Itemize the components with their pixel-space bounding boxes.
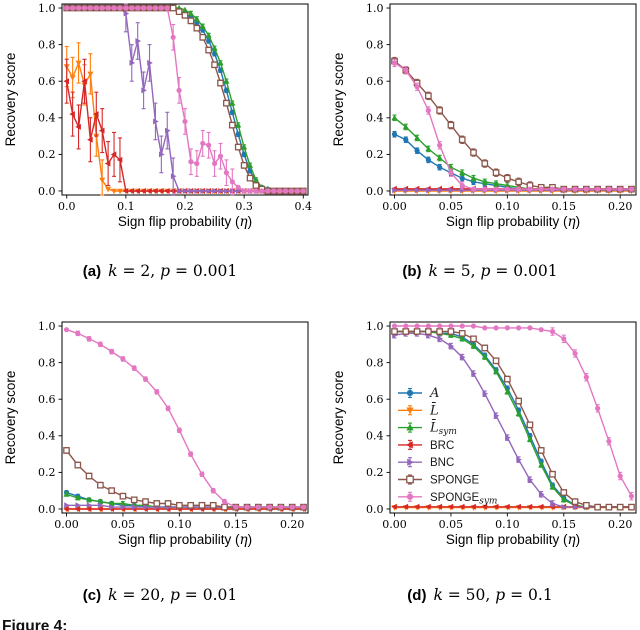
svg-text:0.0: 0.0 bbox=[366, 185, 384, 198]
svg-text:1.0: 1.0 bbox=[38, 320, 56, 333]
svg-text:0.0: 0.0 bbox=[366, 503, 384, 516]
subplot-a: 0.0 0.1 0.2 0.3 0.4 0.0 0.2 0.4 0.6 0.8 1.0 Sign fl… bbox=[0, 0, 320, 280]
svg-text:0.4: 0.4 bbox=[38, 430, 56, 443]
svg-text:0.15: 0.15 bbox=[552, 518, 577, 531]
svg-text:0.1: 0.1 bbox=[117, 200, 135, 213]
series-A-b bbox=[391, 130, 635, 192]
subplot-d-label: (d) bbox=[407, 587, 427, 604]
subplot-d-params: k = 50, p = 0.1 bbox=[433, 586, 553, 604]
svg-text:0.2: 0.2 bbox=[176, 200, 194, 213]
axes-b: 0.00 0.05 0.10 0.15 0.20 0.0 0.2 0.4 0.6 0.8 1.0 bbox=[366, 2, 637, 213]
svg-text:0.10: 0.10 bbox=[495, 518, 520, 531]
svg-text:0.00: 0.00 bbox=[54, 518, 79, 531]
subplot-d-chart: 0.00 0.05 0.10 0.15 0.20 0.0 0.2 0.4 0.6 0.8 1.0 Si… bbox=[331, 320, 637, 548]
svg-text:0.20: 0.20 bbox=[608, 200, 633, 213]
svg-text:0.8: 0.8 bbox=[366, 38, 384, 51]
svg-text:0.05: 0.05 bbox=[439, 200, 464, 213]
svg-text:0.4: 0.4 bbox=[38, 112, 56, 125]
legend-label-L-bar: L̄ bbox=[429, 402, 439, 418]
svg-text:1.0: 1.0 bbox=[38, 2, 56, 15]
series-SPONGE-d bbox=[391, 328, 635, 511]
svg-text:0.05: 0.05 bbox=[111, 518, 136, 531]
legend-label-SPONGE: SPONGE bbox=[430, 475, 480, 487]
subplot-c-params: k = 20, p = 0.01 bbox=[108, 586, 238, 604]
svg-text:1.0: 1.0 bbox=[366, 320, 384, 333]
legend-label-A: A bbox=[429, 386, 439, 401]
svg-text:0.00: 0.00 bbox=[382, 200, 407, 213]
subplot-b-chart: 0.00 0.05 0.10 0.15 0.20 0.0 0.2 0.4 0.6 0.8 1.0 Si… bbox=[331, 2, 637, 230]
svg-text:0.6: 0.6 bbox=[366, 75, 384, 88]
svg-text:0.8: 0.8 bbox=[38, 356, 56, 369]
subplot-d-caption: (d) k = 50, p = 0.1 bbox=[320, 586, 640, 604]
series-A-d bbox=[391, 328, 635, 510]
svg-text:0.15: 0.15 bbox=[552, 200, 577, 213]
y-axis-label-d: Recovery score bbox=[331, 371, 346, 465]
svg-text:0.20: 0.20 bbox=[280, 518, 305, 531]
series-BNC-d bbox=[392, 330, 635, 511]
series-SPONGE-b bbox=[391, 56, 635, 193]
svg-text:0.2: 0.2 bbox=[38, 148, 56, 161]
axes-d: 0.00 0.05 0.10 0.15 0.20 0.0 0.2 0.4 0.6 0.8 1.0 bbox=[366, 320, 637, 531]
x-axis-label-d: Sign flip probability (η) bbox=[446, 532, 580, 548]
series-L-bar-sym-d bbox=[391, 328, 635, 510]
series-SPONGE-sym-a bbox=[64, 5, 306, 196]
clipped-figure-caption: Figure 4: bbox=[2, 618, 68, 630]
svg-text:0.4: 0.4 bbox=[295, 200, 313, 213]
svg-text:0.10: 0.10 bbox=[167, 518, 192, 531]
y-axis-label-c: Recovery score bbox=[3, 371, 18, 465]
svg-text:0.4: 0.4 bbox=[366, 430, 384, 443]
subplot-c-chart: 0.00 0.05 0.10 0.15 0.20 0.0 0.2 0.4 0.6 0.8 1.0 Si… bbox=[3, 320, 309, 548]
svg-text:0.2: 0.2 bbox=[366, 148, 384, 161]
legend-label-L-bar-sym: L̄sym bbox=[429, 419, 457, 437]
svg-text:0.0: 0.0 bbox=[38, 185, 56, 198]
svg-text:0.8: 0.8 bbox=[38, 38, 56, 51]
subplot-c-label: (c) bbox=[82, 587, 102, 604]
svg-text:0.00: 0.00 bbox=[382, 518, 407, 531]
series-SPONGE-sym-d bbox=[391, 323, 635, 501]
svg-text:0.8: 0.8 bbox=[366, 356, 384, 369]
x-axis-label-b: Sign flip probability (η) bbox=[446, 214, 580, 230]
svg-text:0.6: 0.6 bbox=[38, 75, 56, 88]
subplot-a-params: k = 2, p = 0.001 bbox=[108, 262, 238, 280]
svg-text:0.10: 0.10 bbox=[495, 200, 520, 213]
subplot-c: 0.00 0.05 0.10 0.15 0.20 0.0 0.2 0.4 0.6 0.8 1.0 Si… bbox=[0, 308, 320, 604]
subplot-b: 0.00 0.05 0.10 0.15 0.20 0.0 0.2 0.4 0.6 0.8 1.0 Si… bbox=[320, 0, 640, 280]
legend-label-BNC: BNC bbox=[430, 457, 454, 469]
subplot-b-params: k = 5, p = 0.001 bbox=[428, 262, 558, 280]
svg-text:0.2: 0.2 bbox=[366, 466, 384, 479]
svg-text:0.3: 0.3 bbox=[235, 200, 253, 213]
svg-text:0.05: 0.05 bbox=[439, 518, 464, 531]
svg-text:0.20: 0.20 bbox=[608, 518, 633, 531]
y-axis-label-a: Recovery score bbox=[3, 53, 18, 147]
subplot-a-caption: (a) k = 2, p = 0.001 bbox=[0, 262, 320, 280]
svg-text:0.4: 0.4 bbox=[366, 112, 384, 125]
subplot-b-caption: (b) k = 5, p = 0.001 bbox=[320, 262, 640, 280]
legend: AL̄L̄sym BRC BNC SPONGE SPONGEsym bbox=[398, 386, 497, 506]
y-axis-label-b: Recovery score bbox=[331, 53, 346, 147]
subplot-d: 0.00 0.05 0.10 0.15 0.20 0.0 0.2 0.4 0.6 0.8 1.0 Si… bbox=[320, 308, 640, 604]
subplot-b-label: (b) bbox=[402, 263, 422, 280]
axes-c: 0.00 0.05 0.10 0.15 0.20 0.0 0.2 0.4 0.6 0.8 1.0 bbox=[38, 320, 309, 531]
svg-text:0.0: 0.0 bbox=[58, 200, 76, 213]
x-axis-label-c: Sign flip probability (η) bbox=[118, 532, 252, 548]
legend-label-SPONGE-sym: SPONGEsym bbox=[430, 492, 497, 507]
subplot-a-label: (a) bbox=[82, 263, 102, 280]
svg-text:0.2: 0.2 bbox=[38, 466, 56, 479]
series-SPONGE-sym-b bbox=[391, 58, 635, 192]
axes-a: 0.0 0.1 0.2 0.3 0.4 0.0 0.2 0.4 0.6 0.8 1.0 bbox=[38, 2, 312, 213]
series-SPONGE-sym-c bbox=[63, 327, 307, 510]
subplot-c-caption: (c) k = 20, p = 0.01 bbox=[0, 586, 320, 604]
svg-text:0.6: 0.6 bbox=[366, 393, 384, 406]
svg-text:0.0: 0.0 bbox=[38, 503, 56, 516]
svg-text:0.15: 0.15 bbox=[224, 518, 249, 531]
svg-text:1.0: 1.0 bbox=[366, 2, 384, 15]
legend-label-BRC: BRC bbox=[430, 440, 454, 452]
subplot-a-chart: 0.0 0.1 0.2 0.3 0.4 0.0 0.2 0.4 0.6 0.8 1.0 Sign fl… bbox=[3, 2, 312, 230]
svg-text:0.6: 0.6 bbox=[38, 393, 56, 406]
x-axis-label-a: Sign flip probability (η) bbox=[118, 214, 252, 230]
